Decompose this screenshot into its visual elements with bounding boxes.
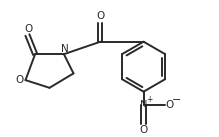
Text: O: O bbox=[24, 24, 32, 34]
Text: N: N bbox=[140, 100, 147, 110]
Text: +: + bbox=[146, 95, 152, 104]
Text: −: − bbox=[171, 95, 181, 105]
Text: O: O bbox=[96, 11, 104, 21]
Text: N: N bbox=[61, 44, 69, 54]
Text: O: O bbox=[165, 100, 174, 110]
Text: O: O bbox=[140, 125, 148, 135]
Text: O: O bbox=[16, 75, 24, 85]
